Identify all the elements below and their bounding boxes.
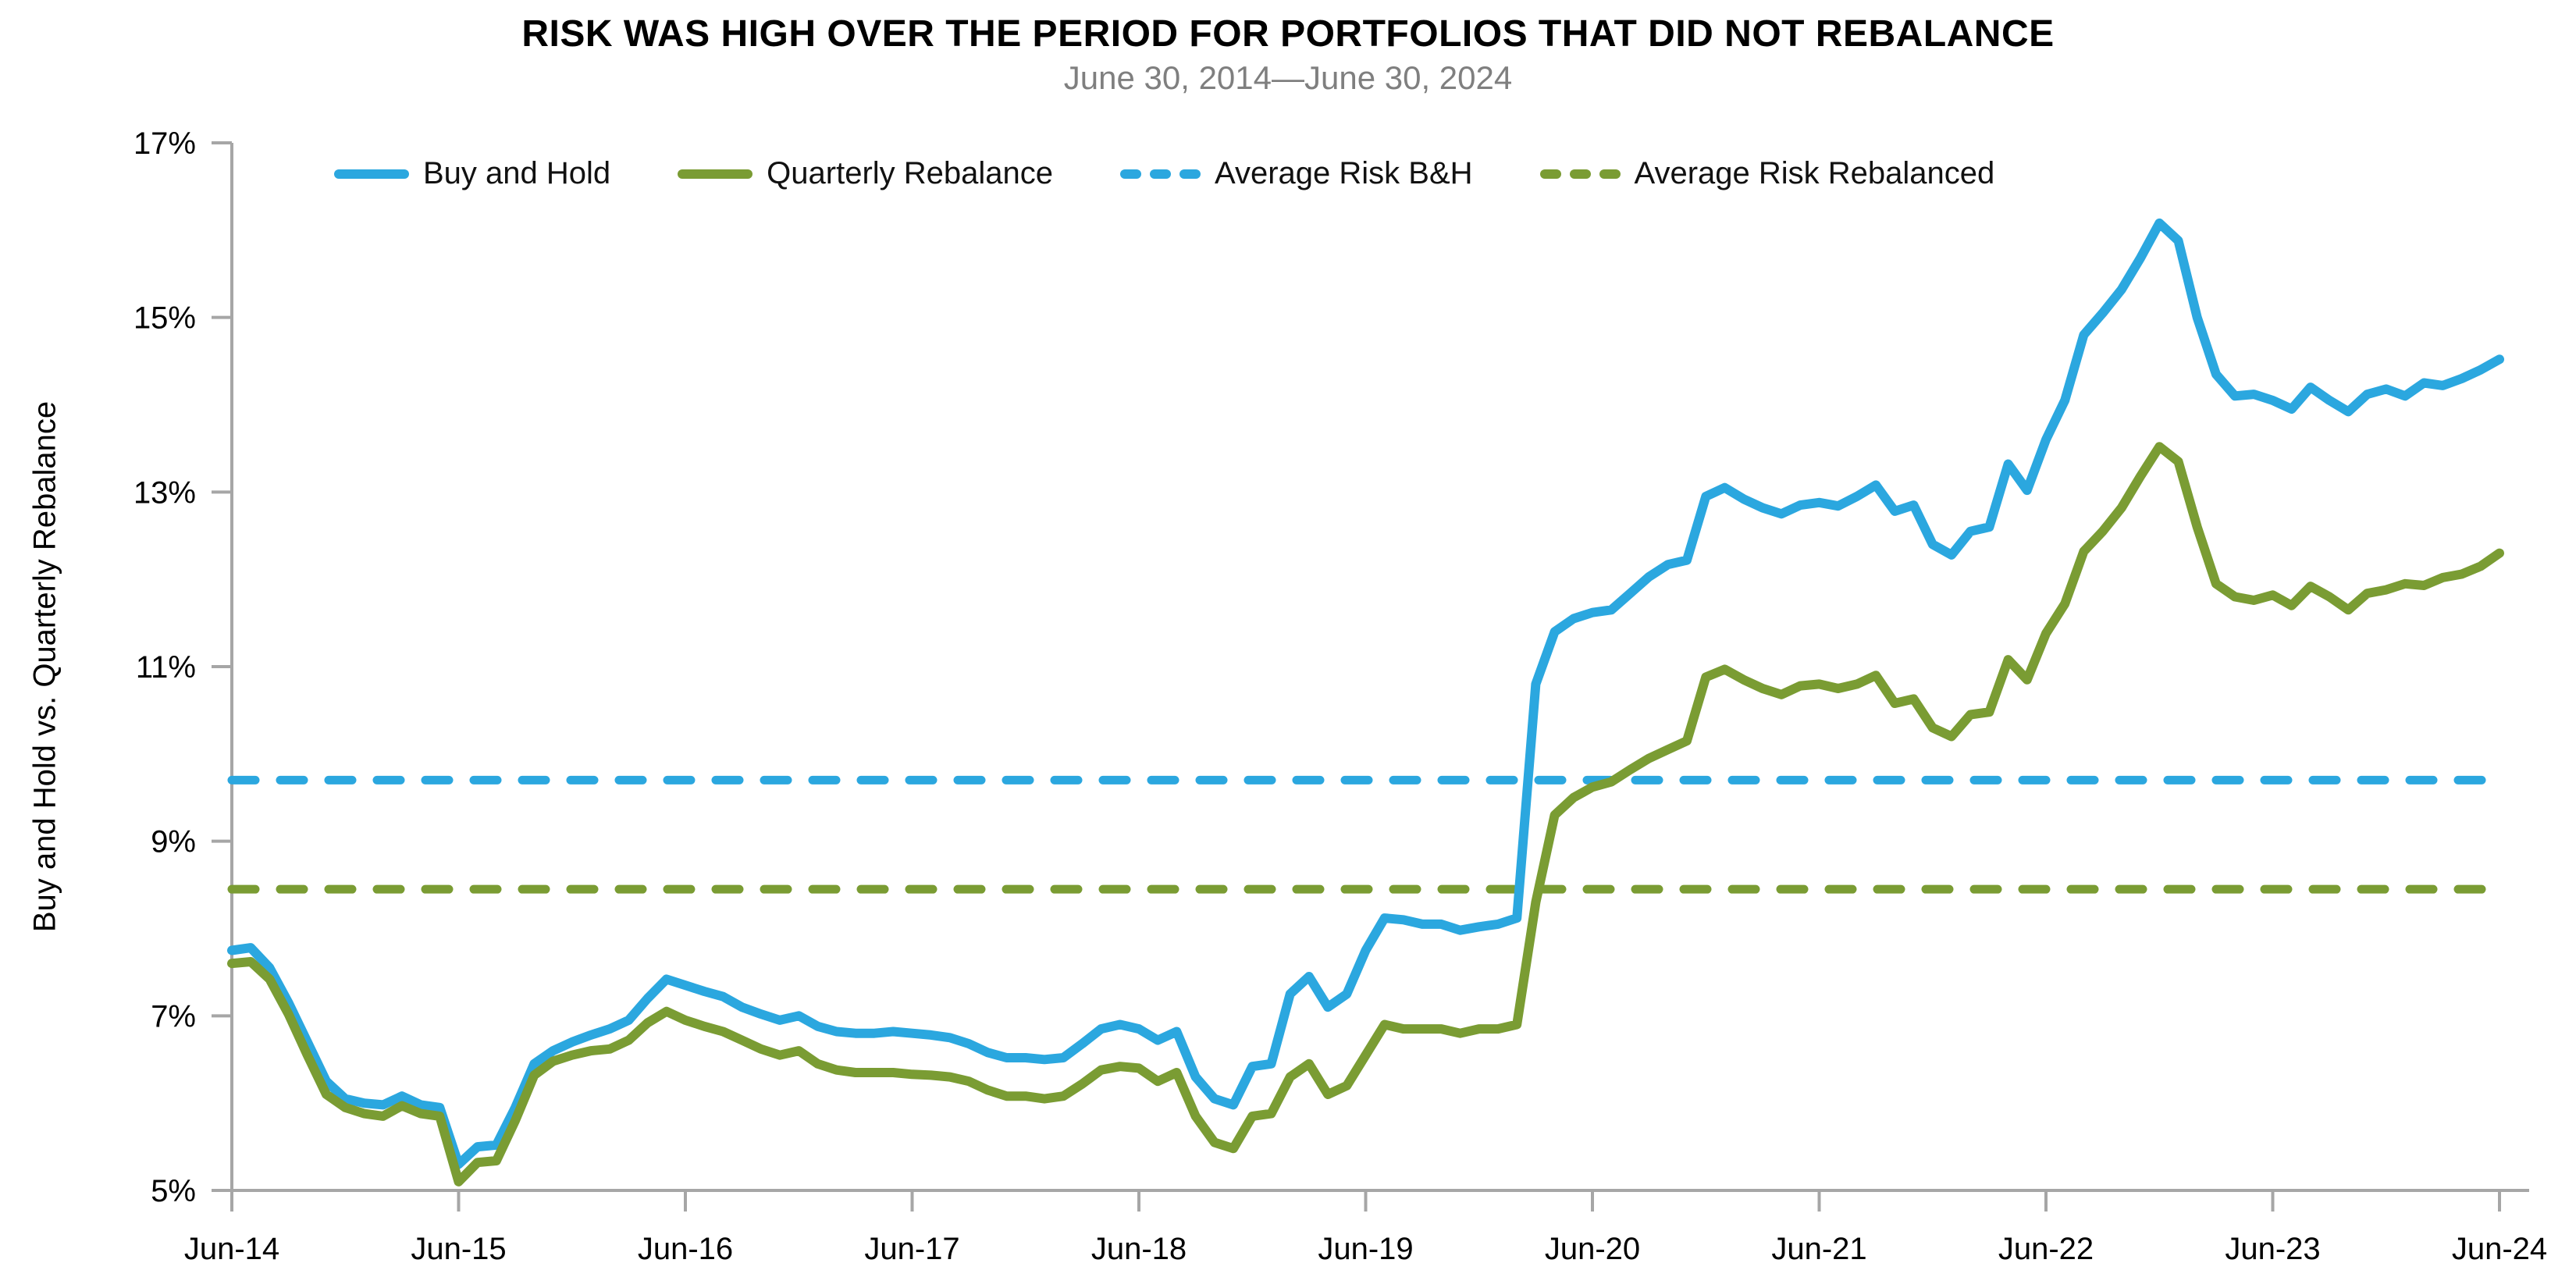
x-tick-label: Jun-17: [864, 1232, 959, 1266]
legend-marker-dashed-line-icon: [1539, 169, 1621, 179]
x-tick-label: Jun-19: [1318, 1232, 1413, 1266]
legend-pill: [1179, 169, 1201, 179]
series-line-buy-and-hold: [227, 218, 2504, 1169]
series-line-quarterly-rebalance: [227, 442, 2504, 1187]
chart-legend: Buy and Hold Quarterly Rebalance Average…: [334, 156, 1994, 191]
x-tick-label: Jun-24: [2452, 1232, 2547, 1266]
y-tick-label: 11%: [136, 650, 196, 685]
legend-pill: [678, 169, 753, 179]
y-tick-label: 15%: [133, 301, 196, 336]
x-tick-label: Jun-18: [1091, 1232, 1187, 1266]
y-tick-label: 7%: [151, 999, 196, 1034]
legend-item-buy-and-hold: Buy and Hold: [334, 156, 610, 191]
legend-item-average-risk-rebalanced: Average Risk Rebalanced: [1539, 156, 1995, 191]
chart-subtitle: June 30, 2014—June 30, 2024: [1063, 59, 1513, 96]
legend-pill: [1539, 169, 1561, 179]
y-tick-label: 13%: [133, 475, 196, 510]
legend-label: Quarterly Rebalance: [767, 156, 1054, 190]
legend-marker-dashed-line-icon: [1120, 169, 1201, 179]
legend-label: Average Risk Rebalanced: [1634, 156, 1995, 190]
y-tick-label: 17%: [133, 126, 196, 161]
y-tick-label: 5%: [151, 1174, 196, 1208]
x-tick-label: Jun-20: [1545, 1232, 1640, 1266]
legend-label: Buy and Hold: [423, 156, 611, 190]
legend-marker-solid-line-icon: [334, 169, 409, 179]
x-tick-label: Jun-21: [1771, 1232, 1866, 1266]
x-tick-label: Jun-16: [638, 1232, 733, 1266]
legend-pill: [1120, 169, 1142, 179]
legend-pill: [1150, 169, 1172, 179]
x-tick-label: Jun-15: [411, 1232, 506, 1266]
x-tick-label: Jun-22: [1998, 1232, 2094, 1266]
legend-pill: [334, 169, 409, 179]
y-tick-label: 9%: [151, 825, 196, 859]
x-tick-label: Jun-23: [2225, 1232, 2320, 1266]
legend-pill: [1569, 169, 1591, 179]
legend-label: Average Risk B&H: [1215, 156, 1473, 190]
legend-item-average-risk-bh: Average Risk B&H: [1120, 156, 1473, 191]
legend-marker-solid-line-icon: [678, 169, 753, 179]
x-tick-label: Jun-14: [184, 1232, 279, 1266]
legend-pill: [1599, 169, 1621, 179]
chart-title: RISK WAS HIGH OVER THE PERIOD FOR PORTFO…: [521, 13, 2055, 55]
legend-item-quarterly-rebalance: Quarterly Rebalance: [678, 156, 1053, 191]
